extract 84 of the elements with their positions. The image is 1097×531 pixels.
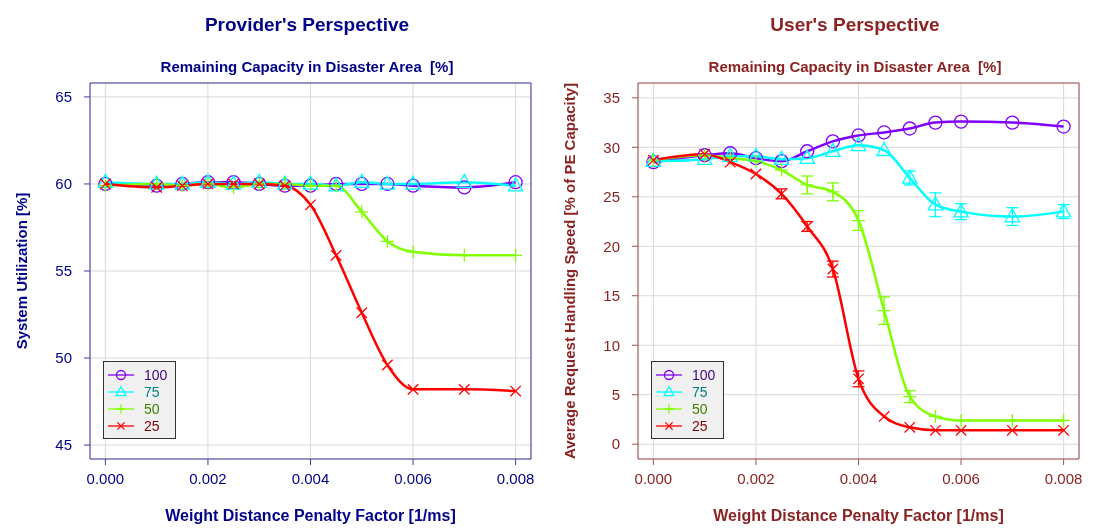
- point: [724, 156, 737, 169]
- y-tick-label: 10: [603, 336, 620, 354]
- point: [1057, 424, 1070, 437]
- point: [876, 125, 892, 140]
- point: [774, 162, 789, 178]
- y-tick-label: 0: [611, 435, 620, 453]
- point: [876, 141, 892, 157]
- x-tick-label: 0.000: [86, 469, 125, 487]
- chart-title: Provider's Perspective: [203, 14, 411, 36]
- point: [851, 128, 866, 143]
- point: [355, 306, 368, 319]
- legend-label: 25: [144, 417, 160, 434]
- legend-label: 75: [144, 383, 160, 400]
- point: [928, 409, 943, 424]
- point: [457, 180, 472, 195]
- point: [1056, 413, 1071, 428]
- y-tick-label: 15: [603, 287, 620, 305]
- point: [407, 383, 419, 396]
- point: [927, 196, 944, 211]
- point: [955, 424, 967, 437]
- chart-subtitle: Remaining Capacity in Disaster Area [%]: [159, 58, 455, 75]
- legend-label: 100: [144, 366, 168, 383]
- point: [458, 383, 471, 396]
- y-tick-label: 60: [55, 175, 72, 193]
- point: [903, 421, 916, 434]
- x-tick-label: 0.000: [634, 469, 673, 487]
- point: [825, 142, 841, 158]
- point: [380, 234, 395, 249]
- point: [456, 173, 473, 189]
- y-tick-label: 50: [55, 349, 72, 367]
- x-tick-label: 0.002: [189, 469, 227, 487]
- point: [851, 213, 866, 228]
- point: [330, 249, 342, 262]
- chart-subtitle: Remaining Capacity in Disaster Area [%]: [707, 58, 1003, 75]
- point: [1005, 413, 1020, 428]
- point: [928, 115, 943, 130]
- y-tick-label: 20: [603, 237, 620, 255]
- point: [800, 144, 815, 159]
- point: [953, 114, 969, 129]
- point: [876, 303, 892, 318]
- x-tick-label: 0.002: [737, 469, 775, 487]
- point: [750, 168, 762, 180]
- point: [773, 150, 790, 166]
- point: [1005, 115, 1020, 130]
- x-tick-label: 0.006: [394, 469, 432, 487]
- point: [381, 359, 394, 371]
- point: [509, 385, 522, 397]
- x-tick-label: 0.004: [291, 469, 330, 487]
- point: [929, 424, 942, 437]
- point: [405, 244, 421, 259]
- x-tick-label: 0.008: [1044, 469, 1083, 487]
- point: [226, 180, 241, 195]
- legend-label: 50: [692, 400, 708, 417]
- point: [774, 154, 789, 169]
- y-tick-label: 65: [55, 88, 72, 106]
- legend-label: 50: [144, 400, 160, 417]
- point: [1056, 119, 1071, 134]
- legend-label: 25: [692, 417, 708, 434]
- legend-label: 100: [692, 366, 716, 383]
- y-tick-label: 35: [603, 89, 620, 107]
- x-tick-label: 0.006: [942, 469, 980, 487]
- point: [825, 134, 841, 149]
- chart-title: User's Perspective: [769, 14, 941, 36]
- y-axis-title: System Utilization [%]: [13, 192, 31, 350]
- point: [799, 149, 816, 165]
- point: [304, 199, 317, 211]
- y-tick-label: 30: [603, 138, 620, 156]
- x-axis-title: Weight Distance Penalty Factor [1/ms]: [713, 507, 1004, 524]
- y-axis-title: Average Request Handling Speed [% of PE Capacity]: [561, 82, 579, 460]
- point: [902, 121, 917, 136]
- point: [723, 151, 738, 166]
- legend-label: 75: [692, 383, 708, 400]
- point: [1006, 424, 1019, 437]
- point: [1004, 208, 1021, 223]
- point: [850, 136, 867, 152]
- x-tick-label: 0.008: [496, 469, 535, 487]
- point: [354, 204, 369, 219]
- y-tick-label: 55: [55, 262, 72, 280]
- y-tick-label: 5: [611, 386, 620, 404]
- y-tick-label: 25: [603, 188, 620, 206]
- y-tick-label: 45: [55, 436, 72, 454]
- x-tick-label: 0.004: [839, 469, 878, 487]
- point: [878, 410, 890, 423]
- x-axis-title: Weight Distance Penalty Factor [1/ms]: [165, 507, 456, 524]
